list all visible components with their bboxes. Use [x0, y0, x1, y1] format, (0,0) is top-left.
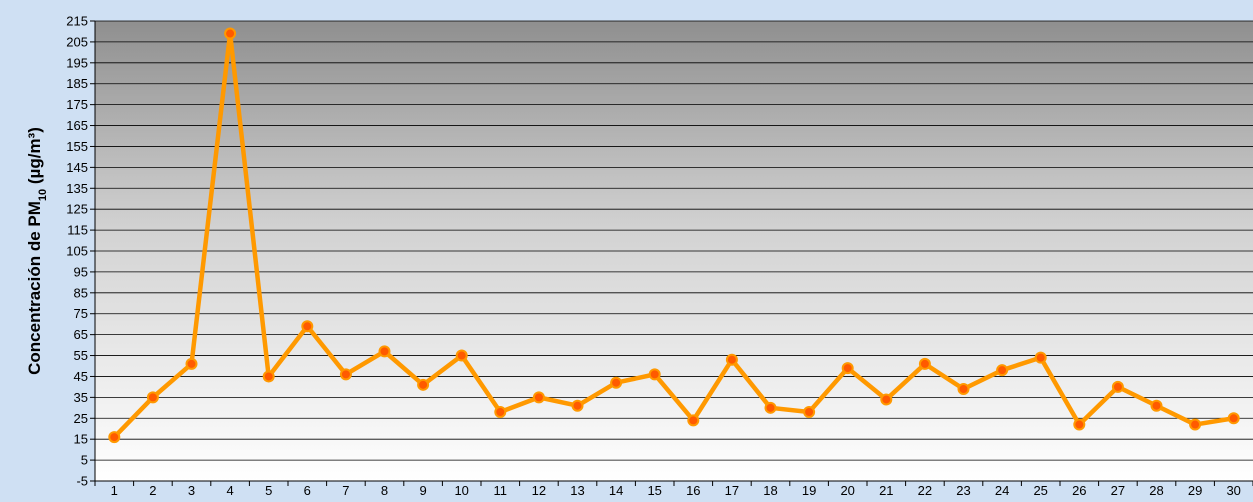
data-point — [108, 431, 121, 444]
y-tick-label: 85 — [74, 285, 88, 300]
data-point — [1034, 351, 1047, 364]
x-tick-label: 5 — [265, 483, 272, 497]
x-tick-label: 28 — [1149, 483, 1163, 497]
y-tick-label: 195 — [66, 55, 88, 70]
y-tick-label: 65 — [74, 327, 88, 342]
y-tick-label: 75 — [74, 306, 88, 321]
data-point — [494, 406, 507, 418]
x-tick-label: 1 — [111, 483, 118, 497]
x-tick-label: 3 — [188, 483, 195, 497]
data-point — [262, 370, 275, 383]
data-point — [648, 368, 661, 381]
data-point — [339, 368, 352, 381]
data-point — [841, 362, 854, 375]
x-tick-label: 20 — [840, 483, 854, 497]
y-axis-label-subscript: 10 — [37, 189, 49, 201]
data-point — [1073, 418, 1086, 431]
data-point — [378, 345, 391, 358]
y-tick-label: 155 — [66, 139, 88, 154]
y-tick-label: 145 — [66, 160, 88, 175]
y-tick-label: 125 — [66, 202, 88, 217]
y-tick-label: 185 — [66, 76, 88, 91]
x-tick-label: 6 — [304, 483, 311, 497]
y-tick-label: 165 — [66, 118, 88, 133]
x-tick-label: 22 — [918, 483, 932, 497]
x-tick-label: 2 — [149, 483, 156, 497]
data-point — [996, 364, 1009, 377]
axes — [90, 20, 1253, 486]
data-point — [224, 27, 237, 40]
x-tick-label: 4 — [226, 483, 233, 497]
y-tick-label: 55 — [74, 348, 88, 363]
data-point — [185, 357, 198, 370]
data-point — [764, 401, 777, 414]
x-tick-label: 13 — [570, 483, 584, 497]
data-point — [532, 391, 545, 404]
data-point — [301, 320, 314, 333]
data-point — [610, 376, 623, 389]
y-tick-label: 135 — [66, 181, 88, 196]
x-tick-label: 11 — [494, 483, 508, 497]
x-tick-label: 12 — [532, 483, 546, 497]
data-point — [455, 349, 468, 362]
y-axis-label-main: Concentración de PM — [25, 201, 44, 375]
series-line — [112, 31, 1236, 440]
x-tick-label: 25 — [1033, 483, 1047, 497]
data-point — [957, 383, 970, 395]
y-tick-label: -5 — [76, 474, 88, 489]
data-point — [571, 399, 584, 412]
x-tick-label: 23 — [956, 483, 970, 497]
data-point — [687, 414, 700, 427]
data-point — [1189, 418, 1202, 431]
y-tick-label: 105 — [66, 244, 88, 259]
x-tick-label: 8 — [381, 483, 388, 497]
y-axis-label: Concentración de PM10 (µg/m³) — [25, 127, 49, 375]
gridlines — [95, 20, 1253, 461]
y-tick-label: 45 — [74, 369, 88, 384]
x-tick-label: 18 — [763, 483, 777, 497]
x-tick-label: 10 — [454, 483, 468, 497]
data-point — [725, 353, 738, 366]
y-tick-label: 215 — [66, 14, 88, 29]
data-point — [918, 357, 931, 370]
x-tick-label: 26 — [1072, 483, 1086, 497]
y-tick-label: 95 — [74, 264, 88, 279]
y-tick-label: 205 — [66, 34, 88, 49]
y-tick-label: 25 — [74, 411, 88, 426]
data-point — [146, 391, 159, 404]
x-tick-label: 7 — [342, 483, 349, 497]
data-point — [880, 393, 893, 406]
x-tick-labels: 1 2 3 4 5 6 7 8 9 10 11 12 13 14 15 16 17 18 19 20 21 22 23 24 2… — [111, 483, 1241, 498]
y-tick-label: 5 — [81, 453, 88, 468]
data-point — [417, 378, 430, 391]
y-tick-label: 15 — [74, 432, 88, 447]
x-tick-label: 24 — [995, 483, 1009, 497]
x-tick-label: 14 — [609, 483, 623, 497]
data-point — [1150, 399, 1163, 412]
x-tick-label: 15 — [647, 483, 661, 497]
x-tick-label: 30 — [1226, 483, 1240, 497]
x-tick-label: 27 — [1111, 483, 1125, 497]
x-tick-label: 19 — [802, 483, 816, 497]
y-tick-label: 115 — [67, 223, 88, 238]
y-tick-label: 175 — [66, 97, 88, 112]
y-tick-labels: -5 5 15 25 35 45 55 65 75 85 95 105 115 125 135 145 155 1… — [66, 14, 88, 489]
y-tick-label: 35 — [74, 390, 88, 405]
data-point — [803, 406, 816, 418]
series-pm10 — [108, 27, 1240, 444]
x-tick-label: 16 — [686, 483, 700, 497]
data-point — [1227, 412, 1240, 425]
data-point — [1111, 380, 1124, 393]
x-tick-label: 29 — [1188, 483, 1202, 497]
x-tick-label: 21 — [879, 483, 893, 497]
y-axis-label-unit: (µg/m³) — [25, 127, 44, 189]
x-tick-label: 17 — [725, 483, 739, 497]
x-tick-label: 9 — [419, 483, 426, 497]
